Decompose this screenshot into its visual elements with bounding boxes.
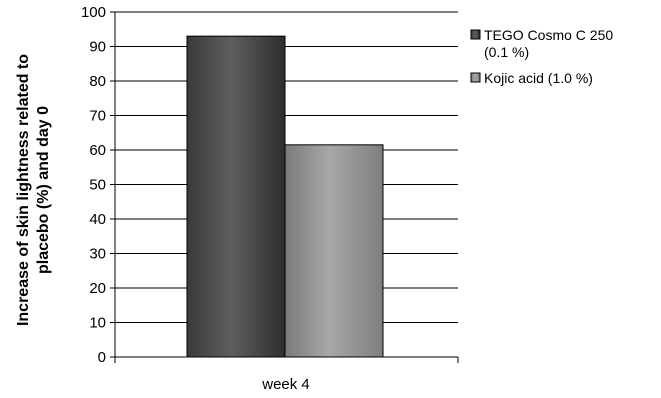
y-tick-label: 20	[89, 280, 106, 297]
y-tick-label: 40	[89, 211, 106, 228]
bars	[186, 35, 384, 358]
legend-label-tego-line-2: (0.1 %)	[484, 44, 529, 60]
bar-series-2	[284, 144, 384, 358]
y-tick-label: 50	[89, 177, 106, 194]
legend: TEGO Cosmo C 250 (0.1 %) Kojic acid (1.0…	[470, 27, 613, 86]
y-axis-ticks: 0 10 20 30 40 50 60 70 80 90 100	[81, 4, 115, 366]
legend-swatch-kojic	[470, 72, 481, 83]
y-tick-label: 60	[89, 142, 106, 159]
bar-series-1	[186, 35, 286, 358]
y-axis-title-line-1: Increase of skin lightness related to	[15, 54, 32, 326]
y-tick-label: 30	[89, 246, 106, 263]
y-tick-label: 80	[89, 73, 106, 90]
y-axis-title-line-2: placebo (%) and day 0	[35, 106, 52, 274]
legend-swatch-tego	[470, 29, 481, 40]
legend-label-kojic: Kojic acid (1.0 %)	[484, 70, 593, 86]
y-tick-label: 100	[81, 4, 106, 21]
y-tick-label: 70	[89, 108, 106, 125]
y-tick-label: 10	[89, 315, 106, 332]
y-tick-label: 0	[98, 349, 106, 366]
y-tick-label: 90	[89, 39, 106, 56]
legend-label-tego-line-1: TEGO Cosmo C 250	[484, 27, 613, 43]
y-axis-title: Increase of skin lightness related to pl…	[15, 54, 52, 326]
category-label: week 4	[261, 376, 310, 393]
